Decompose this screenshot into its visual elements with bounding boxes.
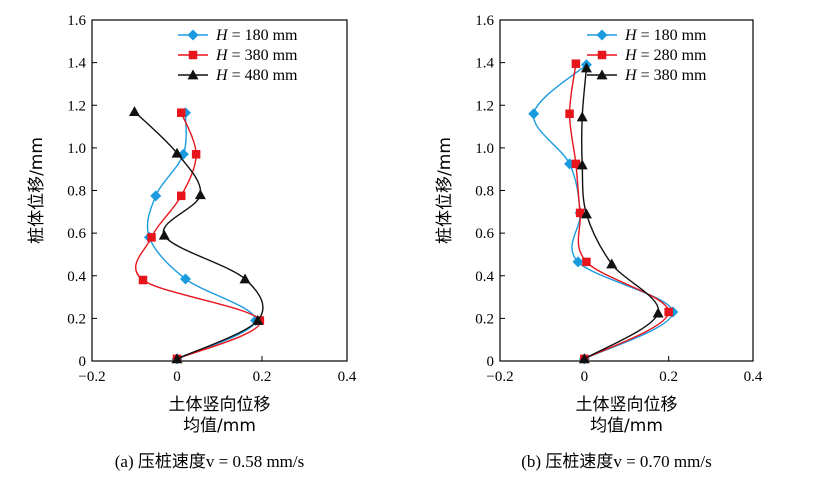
data-point [147, 233, 156, 242]
chart-panel-b: 00.20.40.60.81.01.21.41.6−0.2 0 0.2 0.4桩体位移… [435, 13, 763, 471]
data-point [606, 258, 618, 269]
data-point [571, 159, 581, 169]
y-tick-label: 0.6 [67, 226, 86, 242]
chart-panel-a: 00.20.40.60.81.01.21.41.6−0.2 0 0.2 0.4桩体位移… [27, 13, 357, 471]
legend-marker [596, 69, 608, 80]
data-point [150, 190, 162, 202]
y-tick-label: 0.6 [475, 226, 494, 242]
data-point [565, 109, 574, 119]
y-tick-label: 1.4 [475, 56, 494, 72]
series-3 [576, 62, 664, 364]
x-tick-label: −0.2 [486, 369, 513, 385]
y-tick-label: 1.6 [67, 13, 86, 29]
legend-marker [188, 50, 198, 60]
data-point [194, 189, 206, 200]
data-point [528, 108, 540, 120]
y-tick-label: 1.6 [475, 13, 494, 29]
legend-label: H = 280 mm [624, 47, 707, 64]
data-point [652, 307, 664, 318]
data-point [576, 111, 588, 122]
legend-label: H = 380 mm [215, 47, 298, 64]
x-axis-title-line1: 土体竖向位移 [169, 395, 271, 415]
legend-marker [187, 29, 199, 41]
data-point [578, 353, 590, 364]
data-point [252, 315, 264, 325]
data-point [575, 208, 585, 218]
data-point [138, 275, 148, 285]
y-tick-label: 1.2 [67, 98, 86, 114]
data-point [171, 353, 183, 364]
y-tick-label: 0 [487, 354, 495, 370]
y-tick-label: 0.2 [475, 311, 494, 327]
data-point [129, 106, 140, 117]
data-point [580, 208, 592, 219]
data-point [576, 159, 588, 170]
series-line [580, 67, 659, 360]
y-axis-title: 桩体位移/mm [27, 137, 47, 244]
series-line [568, 63, 670, 360]
data-point [582, 257, 591, 267]
series-line [533, 64, 674, 360]
legend-marker [187, 69, 199, 80]
x-tick-label: 0.4 [744, 369, 763, 385]
x-axis-title-line2: 均值/mm [183, 416, 256, 436]
legend-label: H = 480 mm [215, 67, 298, 84]
x-tick-label: 0.4 [338, 369, 357, 385]
panel-caption: (b) 压桩速度v = 0.70 mm/s [521, 452, 711, 471]
y-tick-label: 0 [79, 354, 87, 370]
data-point [664, 307, 673, 317]
y-tick-label: 1.4 [67, 56, 86, 72]
data-point [171, 147, 183, 158]
legend-marker [597, 50, 607, 60]
y-axis-title: 桩体位移/mm [435, 137, 455, 244]
x-tick-label: 0.2 [659, 369, 678, 385]
y-tick-label: 0.2 [67, 311, 86, 327]
x-tick-label: 0.2 [253, 369, 272, 385]
data-point [180, 273, 191, 285]
y-tick-label: 0.8 [67, 184, 86, 200]
y-tick-label: 1.0 [67, 141, 86, 157]
x-tick-label: 0 [173, 369, 181, 385]
x-tick-label: 0 [581, 369, 589, 385]
data-point [158, 229, 170, 240]
y-tick-label: 0.8 [475, 184, 494, 200]
legend-label: H = 180 mm [624, 27, 707, 44]
series-1 [528, 59, 679, 365]
x-axis-title-line1: 土体竖向位移 [576, 395, 678, 415]
data-point [572, 256, 584, 268]
y-tick-label: 1.2 [475, 98, 494, 114]
data-point [177, 108, 186, 117]
legend: H = 180 mm H = 280 mm H = 380 mm [587, 27, 707, 84]
data-point [177, 191, 186, 201]
series-3 [129, 106, 264, 364]
series-2 [565, 59, 673, 364]
legend-label: H = 180 mm [215, 27, 298, 44]
x-tick-label: −0.2 [78, 369, 105, 385]
legend-label: H = 380 mm [624, 67, 707, 84]
legend-marker [596, 29, 608, 41]
series-2 [135, 108, 265, 364]
y-tick-label: 0.4 [67, 269, 86, 285]
panel-caption: (a) 压桩速度v = 0.58 mm/s [115, 452, 305, 471]
data-point [239, 273, 251, 284]
y-tick-label: 1.0 [475, 141, 494, 157]
data-point [580, 62, 592, 73]
y-tick-label: 0.4 [475, 269, 494, 285]
x-axis-title-line2: 均值/mm [590, 416, 663, 436]
legend: H = 180 mm H = 380 mm H = 480 mm [178, 27, 298, 84]
data-point [571, 59, 581, 68]
data-point [191, 150, 201, 159]
